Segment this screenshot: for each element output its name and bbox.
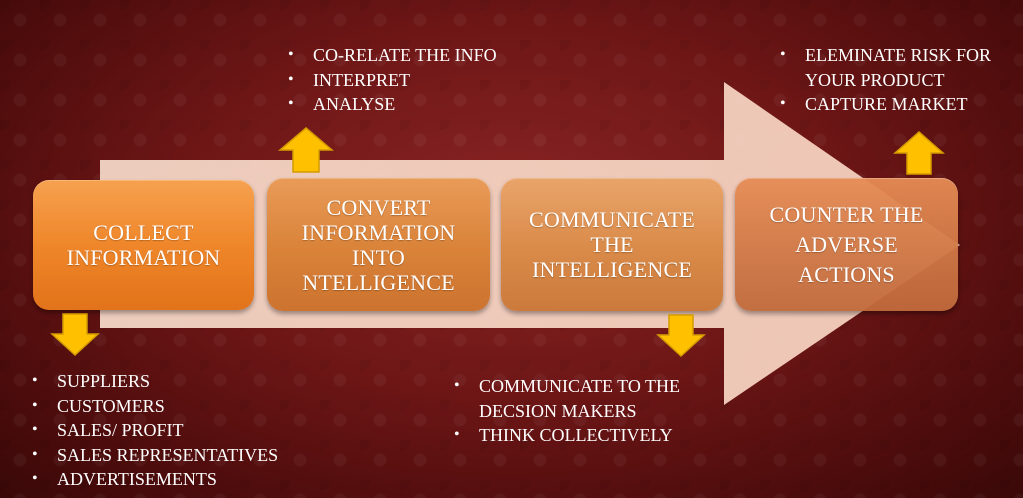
counter-goals-list: ELEMINATE RISK FOR YOUR PRODUCT CAPTURE … <box>780 43 991 117</box>
convert-tasks-list: CO-RELATE THE INFO INTERPRET ANALYSE <box>288 43 497 117</box>
step-collect-information: COLLECT INFORMATION <box>33 180 254 310</box>
list-item: COMMUNICATE TO THE DECSION MAKERS <box>454 374 680 423</box>
communicate-actions-list: COMMUNICATE TO THE DECSION MAKERS THINK … <box>454 374 680 448</box>
list-item: SALES/ PROFIT <box>32 418 278 443</box>
list-item: CUSTOMERS <box>32 394 278 419</box>
arrow-up-icon <box>893 131 945 175</box>
step-convert-label: CONVERT INFORMATION INTO NTELLIGENCE <box>301 194 456 295</box>
list-item: ANALYSE <box>288 92 497 117</box>
list-item: SALES REPRESENTATIVES <box>32 443 278 468</box>
step-convert-information: CONVERT INFORMATION INTO NTELLIGENCE <box>267 178 490 311</box>
arrow-down-icon <box>50 313 100 357</box>
step-communicate-intelligence: COMMUNICATE THE INTELLIGENCE <box>501 178 723 311</box>
step-counter-adverse-actions: COUNTER THE ADVERSE ACTIONS <box>735 178 958 311</box>
list-item: CO-RELATE THE INFO <box>288 43 497 68</box>
list-item: ADVERTISEMENTS <box>32 467 278 492</box>
list-item: SUPPLIERS <box>32 369 278 394</box>
step-communicate-label: COMMUNICATE THE INTELLIGENCE <box>529 207 695 282</box>
list-item: ELEMINATE RISK FOR YOUR PRODUCT <box>780 43 991 92</box>
step-counter-label: COUNTER THE ADVERSE ACTIONS <box>769 201 924 287</box>
list-item: CAPTURE MARKET <box>780 92 991 117</box>
step-collect-label: COLLECT INFORMATION <box>66 220 221 270</box>
arrow-up-icon <box>278 127 334 173</box>
list-item: THINK COLLECTIVELY <box>454 423 680 448</box>
collect-sources-list: SUPPLIERS CUSTOMERS SALES/ PROFIT SALES … <box>32 369 278 492</box>
arrow-down-icon <box>656 314 706 358</box>
list-item: INTERPRET <box>288 68 497 93</box>
